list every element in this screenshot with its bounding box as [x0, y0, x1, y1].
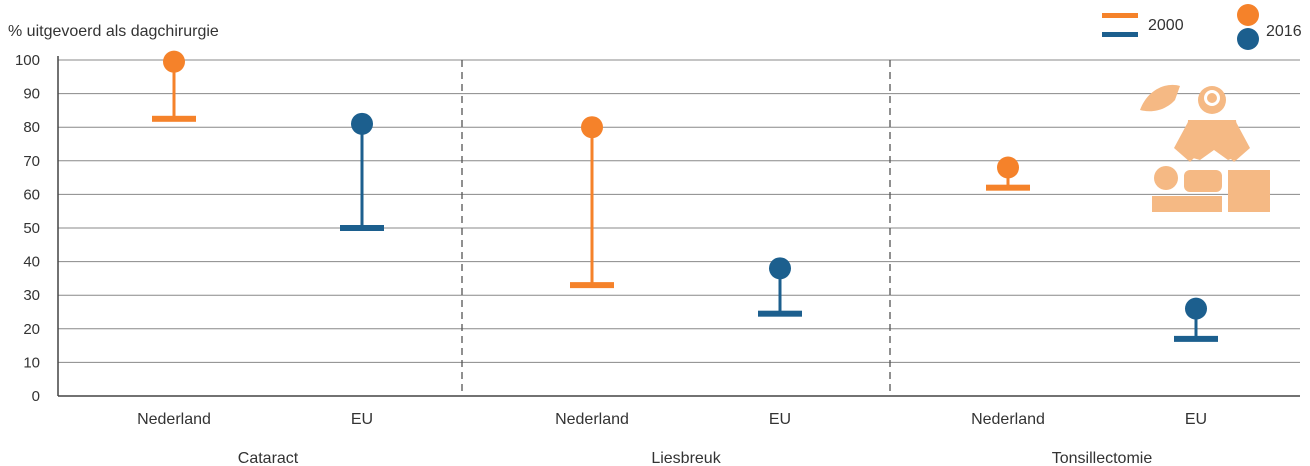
dot-2016: [351, 112, 373, 135]
legend-label-2016: 2016: [1266, 23, 1302, 40]
y-tick-label: 30: [23, 287, 40, 304]
bar-2000: [758, 310, 802, 317]
y-tick-label: 60: [23, 186, 40, 203]
y-tick-label: 10: [23, 354, 40, 371]
category-label: EU: [351, 411, 373, 428]
category-label: Nederland: [971, 411, 1045, 428]
legend: 2000 2016: [1102, 4, 1302, 50]
category-label: Nederland: [137, 411, 211, 428]
y-tick-label: 20: [23, 321, 40, 338]
group-label: Tonsillectomie: [1052, 450, 1153, 466]
bar-2000: [986, 184, 1030, 191]
group-label: Liesbreuk: [651, 450, 721, 466]
legend-label-2000: 2000: [1148, 17, 1184, 34]
category-label: Nederland: [555, 411, 629, 428]
y-tick-label: 80: [23, 119, 40, 136]
bar-2000: [152, 115, 196, 122]
y-axis-label: % uitgevoerd als dagchirurgie: [8, 23, 219, 40]
category-label: EU: [1185, 411, 1207, 428]
category-labels: Nederland EU Nederland EU Nederland EU: [137, 411, 1207, 428]
dot-2016: [769, 257, 791, 280]
dot-2016: [1185, 297, 1207, 320]
bar-2000: [340, 225, 384, 231]
legend-2016-dot-blue: [1237, 28, 1259, 50]
y-tick-label: 70: [23, 153, 40, 170]
y-tick-label: 40: [23, 254, 40, 271]
y-tick-label: 50: [23, 220, 40, 237]
group-separators: [461, 60, 891, 396]
dot-2016: [997, 156, 1019, 179]
gridlines: [58, 59, 1300, 363]
bar-2000: [570, 282, 614, 289]
y-tick-labels: 0 10 20 30 40 50 60 70 80 90 100: [15, 52, 40, 405]
group-label: Cataract: [238, 450, 299, 466]
category-label: EU: [769, 411, 791, 428]
chart-marks: [152, 50, 1218, 342]
group-labels: Cataract Liesbreuk Tonsillectomie: [238, 450, 1153, 466]
dot-2016: [581, 116, 603, 139]
y-tick-label: 0: [32, 388, 40, 405]
dot-2016: [163, 50, 185, 73]
legend-2016-dot-orange: [1237, 4, 1259, 26]
bar-2000: [1174, 335, 1218, 342]
legend-2000-bar-orange: [1102, 13, 1138, 18]
legend-2000-bar-blue: [1102, 32, 1138, 37]
surgeon-operating-icon: [1140, 84, 1270, 212]
y-tick-label: 100: [15, 52, 40, 69]
y-tick-label: 90: [23, 86, 40, 103]
